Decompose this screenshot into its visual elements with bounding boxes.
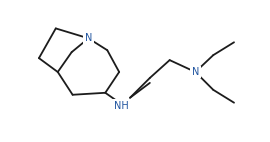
Text: NH: NH <box>114 101 129 111</box>
Text: N: N <box>85 33 92 43</box>
Text: N: N <box>192 67 199 77</box>
